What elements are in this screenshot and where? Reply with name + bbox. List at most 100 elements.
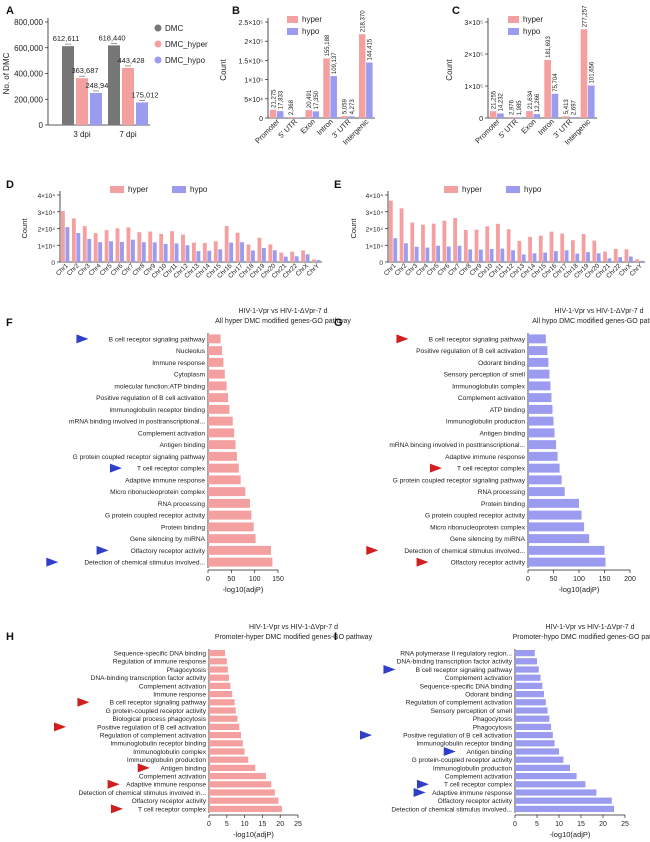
y-tick-label: 1×10⁴: [366, 243, 384, 250]
bar: [526, 111, 533, 118]
category-label: ChrY: [629, 262, 645, 278]
bar: [515, 649, 535, 657]
bar: [613, 248, 618, 262]
legend-swatch: [154, 56, 162, 64]
category-label: Biological process phagocytosis: [113, 716, 207, 723]
chart-subtitle: All hypo DMC modified genes-GO pathway: [532, 318, 650, 325]
data-label: 21,634: [528, 90, 534, 109]
category-label: G protein-coupled receptor activity: [106, 708, 207, 715]
bar: [213, 241, 218, 262]
y-tick-label: 3×10⁴: [366, 210, 384, 217]
bar: [136, 102, 148, 125]
bar: [580, 29, 588, 119]
y-tick-label: 800,000: [14, 18, 43, 27]
legend-swatch: [110, 186, 124, 193]
y-tick-label: 0: [479, 116, 483, 123]
bar: [549, 231, 554, 262]
bar: [208, 416, 233, 426]
bar: [209, 690, 233, 698]
category-label: Complement activation: [445, 675, 512, 682]
category-label: T cell receptor complex: [137, 466, 206, 473]
category-label: Positive regulation of B cell activation: [416, 348, 525, 355]
bar: [208, 346, 222, 356]
bar: [551, 93, 559, 118]
legend-swatch: [287, 16, 298, 23]
data-label: 21,255: [491, 90, 497, 109]
y-tick-label: 5×10⁴: [244, 97, 263, 104]
data-label: 2,697: [571, 99, 577, 115]
bar: [543, 252, 548, 262]
bar: [515, 781, 586, 788]
bar: [497, 113, 504, 118]
x-tick-label: 150: [599, 576, 611, 583]
bar: [279, 252, 284, 262]
bar: [208, 404, 230, 414]
bar: [515, 674, 541, 681]
data-label: 17,833: [278, 90, 284, 109]
bar: [208, 463, 239, 473]
panel-letter: F: [6, 317, 13, 329]
bar: [294, 256, 299, 262]
category-label: Regulation of complement activation: [406, 700, 513, 707]
category-label: Exon: [519, 117, 537, 135]
category-label: G protein coupled receptor activity: [425, 513, 526, 520]
bar: [431, 223, 436, 262]
category-label: Regulation of immune response: [113, 659, 206, 666]
bar: [511, 250, 515, 262]
x-axis-label: -log10(adjP): [559, 585, 600, 594]
data-label: 218,370: [361, 10, 367, 32]
category-label: T cell receptor complex: [457, 466, 526, 473]
category-label: Olfactory receptor activity: [132, 798, 207, 805]
category-label: G protein coupled receptor signaling pat…: [393, 477, 526, 484]
chart-title: HIV-1-Vpr vs HIV-1-ΔVpr-7 d: [238, 308, 327, 315]
bar: [87, 238, 92, 262]
bar: [104, 230, 109, 262]
bar: [209, 789, 275, 796]
bar: [410, 222, 415, 262]
bar: [515, 764, 570, 772]
x-tick-label: 20: [276, 821, 284, 828]
y-axis-label: Count: [219, 59, 228, 81]
category-label: Positive regulation of B cell activation: [97, 724, 206, 731]
category-label: ATP binding: [490, 407, 526, 414]
bar: [209, 723, 240, 731]
bar: [209, 805, 282, 813]
category-label: Adaptive immune response: [445, 454, 525, 461]
highlight-arrow-icon: [416, 557, 429, 567]
bar: [468, 249, 473, 262]
highlight-arrow-icon: [443, 747, 456, 756]
category-label: B cell receptor signaling pathway: [416, 667, 513, 674]
bar: [528, 428, 555, 438]
bar: [515, 658, 537, 665]
bar: [137, 232, 142, 262]
bar: [163, 243, 168, 262]
y-tick-label: 600,000: [14, 44, 43, 53]
x-tick-label: 0: [513, 821, 517, 828]
bar: [528, 236, 532, 262]
category-label: RNA processing: [478, 489, 526, 496]
bar: [479, 249, 483, 262]
bar: [207, 250, 212, 262]
bar: [209, 649, 226, 657]
bar: [528, 346, 548, 356]
legend-swatch: [287, 28, 298, 35]
category-label: molecular function:ATP binding: [114, 383, 205, 390]
bar: [624, 249, 629, 262]
bar: [628, 256, 633, 262]
bar: [208, 510, 252, 520]
bar: [553, 251, 558, 262]
bar: [115, 228, 120, 262]
bar: [130, 239, 135, 262]
highlight-arrow-icon: [54, 722, 66, 732]
bar: [528, 487, 565, 497]
y-tick-label: 1×10⁵: [464, 84, 483, 91]
data-label: 17,350: [314, 90, 320, 109]
category-label: ChrY: [306, 262, 322, 278]
data-label: 2,976: [510, 99, 516, 115]
y-axis-label: No. of DMC: [2, 52, 11, 94]
category-label: Detection of chemical stimulus involved …: [78, 790, 206, 797]
bar: [208, 334, 221, 344]
bar: [528, 381, 551, 391]
bar: [301, 250, 306, 262]
bar: [224, 225, 229, 262]
